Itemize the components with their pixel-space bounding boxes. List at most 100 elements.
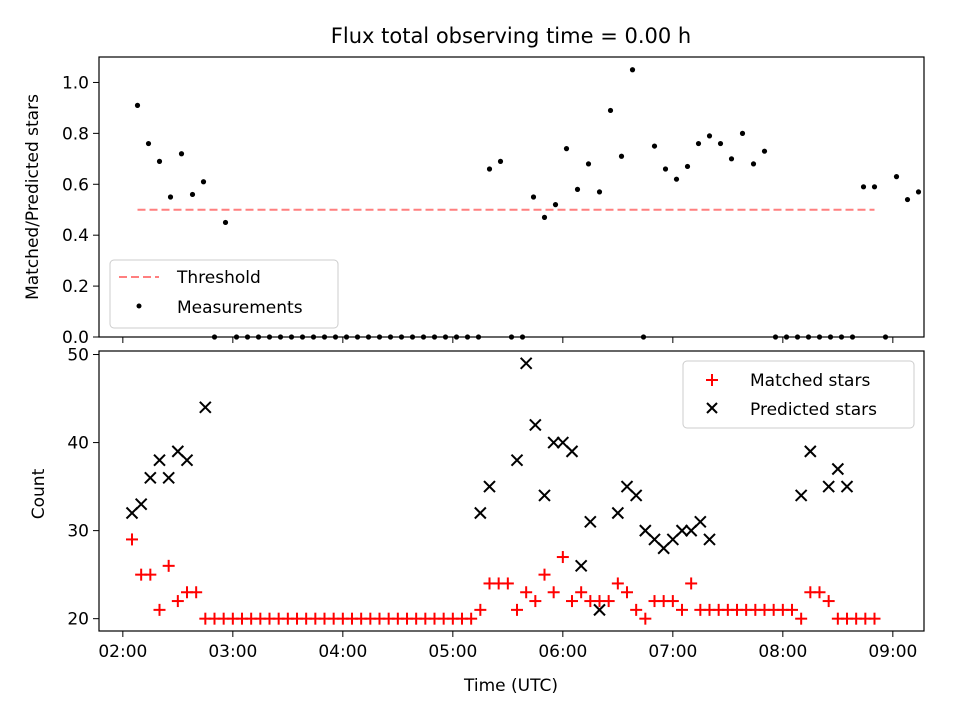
predicted-star-point	[831, 462, 845, 476]
matched-star-point	[566, 595, 578, 608]
predicted-star-point	[611, 506, 625, 520]
predicted-star-point	[565, 445, 579, 458]
x-tick-label: 02:00	[98, 642, 147, 662]
predicted-star-point	[180, 453, 194, 467]
y-tick-label: 0.2	[62, 277, 89, 297]
measurement-point	[398, 334, 405, 340]
matched-star-point	[190, 586, 203, 599]
measurement-point	[156, 158, 163, 164]
predicted-star-point	[199, 401, 212, 414]
measurement-point	[717, 140, 724, 147]
matched-star-point	[162, 559, 175, 572]
ratio-x-ticks	[122, 337, 894, 343]
predicted-star-point	[584, 515, 597, 529]
matched-stars-legend-swatch	[706, 374, 718, 386]
y-tick-label: 0.0	[62, 328, 89, 348]
measurement-point	[607, 107, 614, 114]
matched-star-point	[685, 577, 698, 590]
measurement-point	[167, 194, 174, 200]
matched-star-point	[822, 595, 835, 608]
matched-star-point	[630, 603, 643, 616]
measurement-point	[200, 179, 207, 185]
threshold-legend-label: Threshold	[176, 268, 261, 288]
x-tick-label: 05:00	[428, 642, 477, 662]
ratio-legend-box	[109, 259, 339, 329]
measurement-point	[772, 334, 779, 340]
measurement-point	[420, 334, 427, 340]
count-legend-box	[682, 360, 915, 429]
predicted-star-point	[474, 506, 487, 520]
predicted-star-point	[574, 559, 588, 573]
measurement-point	[134, 102, 141, 108]
measurement-point	[640, 334, 647, 340]
x-axis-label: Time (UTC)	[463, 676, 558, 696]
measurement-point	[244, 334, 251, 340]
x-tick-label: 08:00	[758, 642, 807, 662]
predicted-star-point	[593, 603, 606, 617]
matched-star-point	[171, 595, 184, 608]
predicted-star-point	[840, 480, 854, 493]
ratio-panel: 0.0 0.2 0.4 0.6 0.8 1.0 Matched/Predicted sta…	[23, 56, 925, 348]
predicted-star-point	[547, 436, 560, 449]
measurement-point	[211, 334, 218, 340]
predicted-star-point	[822, 480, 835, 493]
measurement-point	[849, 334, 856, 340]
measurement-point	[805, 334, 812, 340]
matched-star-point	[795, 612, 808, 625]
matched-star-point	[602, 595, 615, 608]
matched-star-point	[666, 595, 679, 608]
matched-star-point	[611, 577, 624, 590]
measurement-point	[827, 334, 834, 340]
y-tick-label: 1.0	[62, 73, 89, 93]
matched-star-point	[126, 533, 138, 546]
x-tick-label: 06:00	[538, 642, 587, 662]
matched-star-point	[556, 551, 569, 564]
measurement-point	[541, 214, 548, 220]
matched-star-point	[511, 603, 523, 616]
predicted-star-point	[510, 453, 524, 467]
x-tick-label: 03:00	[208, 642, 257, 662]
predicted-star-point	[144, 471, 157, 484]
predicted-stars-legend-swatch	[706, 402, 718, 414]
measurement-point	[486, 166, 493, 172]
measurement-point	[354, 334, 361, 340]
predicted-star-point	[529, 418, 542, 432]
y-tick-label: 0.8	[62, 124, 89, 144]
measurement-point	[442, 334, 449, 340]
measurement-point	[794, 334, 801, 340]
predicted-star-point	[703, 533, 716, 546]
x-tick-label: 04:00	[318, 642, 367, 662]
ratio-legend: Threshold Measurements	[109, 259, 339, 329]
measurement-point	[387, 334, 394, 340]
predicted-star-point	[519, 357, 533, 370]
matched-star-point	[501, 577, 514, 590]
count-legend: Matched stars Predicted stars	[682, 360, 915, 429]
matched-star-point	[813, 586, 826, 599]
predicted-star-point	[134, 498, 148, 511]
measurement-point	[585, 161, 592, 167]
measurement-point	[233, 334, 240, 340]
ratio-y-axis-label: Matched/Predicted stars	[23, 94, 43, 300]
measurement-point	[299, 334, 306, 340]
measurements-legend-label: Measurements	[177, 298, 303, 318]
measurement-point	[838, 334, 845, 340]
measurement-point	[189, 191, 196, 198]
measurement-point	[288, 334, 295, 340]
x-tick-label: 07:00	[648, 642, 697, 662]
measurement-point	[596, 189, 603, 195]
count-x-ticks: 02:00 03:00 04:00 05:00 06:00 07:00 08:00 09:00	[98, 631, 917, 662]
measurement-point	[321, 334, 328, 340]
matched-star-point	[538, 568, 551, 581]
measurement-point	[508, 334, 515, 340]
measurement-point	[893, 174, 900, 180]
measurement-point	[178, 151, 185, 157]
measurement-point	[497, 158, 504, 164]
measurement-point	[519, 334, 526, 340]
matched-star-point	[153, 603, 166, 616]
measurement-point	[332, 334, 339, 340]
measurement-point	[530, 194, 537, 200]
predicted-star-point	[153, 453, 166, 467]
matched-star-point	[529, 595, 542, 608]
measurement-point	[409, 334, 416, 340]
